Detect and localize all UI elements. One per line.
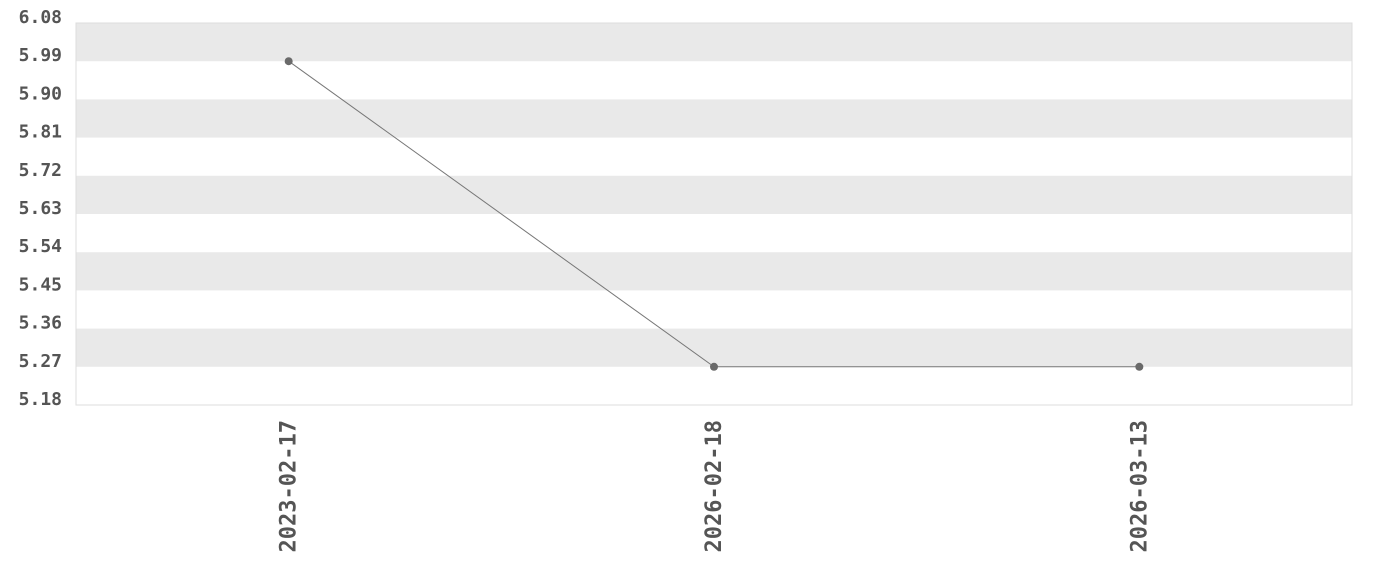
grid-bands bbox=[76, 23, 1352, 367]
grid-band bbox=[76, 252, 1352, 291]
x-tick-label: 2026-03-13 bbox=[1127, 420, 1152, 552]
x-axis: 2023-02-17 2026-02-18 2026-03-13 bbox=[277, 420, 1153, 552]
y-tick-label: 5.63 bbox=[19, 198, 62, 219]
y-tick-label: 5.18 bbox=[19, 389, 62, 410]
y-tick-label: 6.08 bbox=[19, 7, 62, 28]
y-tick-label: 5.81 bbox=[19, 122, 62, 143]
y-axis: 6.08 5.99 5.90 5.81 5.72 5.63 5.54 5.45 5.36 5.27… bbox=[19, 7, 63, 410]
y-tick-label: 5.36 bbox=[19, 313, 62, 334]
y-tick-label: 5.45 bbox=[19, 274, 62, 295]
grid-band bbox=[76, 328, 1352, 367]
y-tick-label: 5.54 bbox=[19, 236, 63, 257]
y-tick-label: 5.27 bbox=[19, 351, 62, 372]
grid-band bbox=[76, 23, 1352, 62]
y-tick-label: 5.72 bbox=[19, 160, 62, 181]
grid-band bbox=[76, 99, 1352, 138]
data-point bbox=[710, 362, 718, 371]
x-tick-label: 2023-02-17 bbox=[277, 420, 302, 552]
data-point bbox=[284, 57, 293, 66]
plot-frame bbox=[75, 22, 1353, 406]
y-tick-label: 5.90 bbox=[19, 83, 62, 104]
x-tick-label: 2026-02-18 bbox=[702, 420, 727, 552]
series bbox=[284, 57, 1144, 371]
y-tick-label: 5.99 bbox=[19, 45, 62, 66]
grid-band bbox=[76, 175, 1352, 214]
data-point bbox=[1135, 362, 1144, 371]
